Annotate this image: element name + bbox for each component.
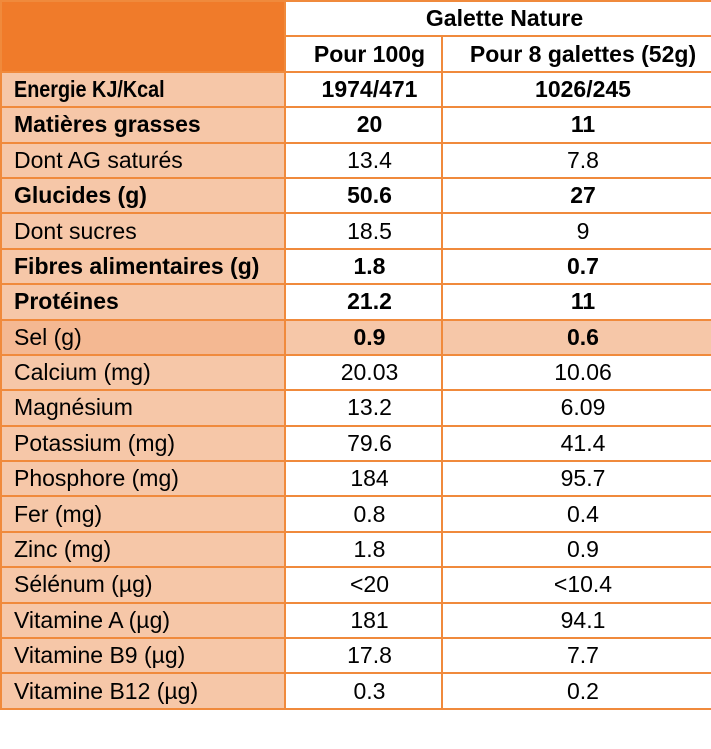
table-row-phosphore: Phosphore (mg) 184 95.7 bbox=[0, 460, 711, 498]
value-per-portion: 1026/245 bbox=[441, 70, 711, 109]
table-row-energie: Energie KJ/Kcal 1974/471 1026/245 bbox=[0, 70, 711, 109]
row-label: Sel (g) bbox=[0, 318, 286, 356]
value-per-100g: 20 bbox=[284, 106, 443, 144]
row-label: Magnésium bbox=[0, 389, 286, 427]
value-per-100g: 181 bbox=[284, 601, 443, 640]
value-per-100g: 17.8 bbox=[284, 637, 443, 675]
value-per-100g: 1.8 bbox=[284, 530, 443, 569]
column-header-per-portion: Pour 8 galettes (52g) bbox=[441, 35, 711, 73]
value-per-portion: 95.7 bbox=[441, 460, 711, 498]
value-per-portion: 0.2 bbox=[441, 672, 711, 710]
table-row-vitamine-b12: Vitamine B12 (µg) 0.3 0.2 bbox=[0, 672, 711, 710]
row-label: Vitamine A (µg) bbox=[0, 601, 286, 640]
table-row-vitamine-a: Vitamine A (µg) 181 94.1 bbox=[0, 601, 711, 640]
table-row-sel: Sel (g) 0.9 0.6 bbox=[0, 318, 711, 356]
row-label: Fer (mg) bbox=[0, 495, 286, 533]
value-per-100g: 13.2 bbox=[284, 389, 443, 427]
table-row-selenum: Sélénum (µg) <20 <10.4 bbox=[0, 566, 711, 604]
row-label: Dont sucres bbox=[0, 212, 286, 250]
value-per-portion: 94.1 bbox=[441, 601, 711, 640]
value-per-portion: <10.4 bbox=[441, 566, 711, 604]
table-row-magnesium: Magnésium 13.2 6.09 bbox=[0, 389, 711, 427]
table-row-sucres: Dont sucres 18.5 9 bbox=[0, 212, 711, 250]
value-per-100g: 50.6 bbox=[284, 176, 443, 215]
value-per-100g: 1974/471 bbox=[284, 70, 443, 109]
value-per-portion: 11 bbox=[441, 106, 711, 144]
value-per-portion: 0.6 bbox=[441, 318, 711, 356]
column-header-per-100g: Pour 100g bbox=[284, 35, 443, 73]
table-row-ag-satures: Dont AG saturés 13.4 7.8 bbox=[0, 141, 711, 179]
value-per-portion: 11 bbox=[441, 283, 711, 321]
value-per-100g: 0.8 bbox=[284, 495, 443, 533]
nutrition-table: Galette Nature Pour 100g Pour 8 galettes… bbox=[0, 0, 711, 710]
table-row-glucides: Glucides (g) 50.6 27 bbox=[0, 176, 711, 215]
value-per-100g: 0.9 bbox=[284, 318, 443, 356]
value-per-100g: 0.3 bbox=[284, 672, 443, 710]
table-row-zinc: Zinc (mg) 1.8 0.9 bbox=[0, 530, 711, 569]
value-per-100g: 21.2 bbox=[284, 283, 443, 321]
header-row-columns: Pour 100g Pour 8 galettes (52g) bbox=[1, 35, 711, 73]
value-per-portion: 41.4 bbox=[441, 424, 711, 463]
header-row-product: Galette Nature bbox=[0, 0, 711, 73]
row-label: Dont AG saturés bbox=[0, 141, 286, 179]
row-label: Energie KJ/Kcal bbox=[0, 70, 286, 109]
value-per-100g: 1.8 bbox=[284, 247, 443, 286]
value-per-portion: 0.7 bbox=[441, 247, 711, 286]
table-row-calcium: Calcium (mg) 20.03 10.06 bbox=[0, 353, 711, 392]
row-label: Vitamine B12 (µg) bbox=[0, 672, 286, 710]
value-per-portion: 9 bbox=[441, 212, 711, 250]
row-label: Calcium (mg) bbox=[0, 353, 286, 392]
row-label: Sélénum (µg) bbox=[0, 566, 286, 604]
table-row-potassium: Potassium (mg) 79.6 41.4 bbox=[0, 424, 711, 463]
table-row-fibres: Fibres alimentaires (g) 1.8 0.7 bbox=[0, 247, 711, 286]
table-row-fer: Fer (mg) 0.8 0.4 bbox=[0, 495, 711, 533]
value-per-portion: 6.09 bbox=[441, 389, 711, 427]
value-per-100g: <20 bbox=[284, 566, 443, 604]
row-label: Fibres alimentaires (g) bbox=[0, 247, 286, 286]
row-label: Protéines bbox=[0, 283, 286, 321]
value-per-portion: 7.7 bbox=[441, 637, 711, 675]
table-row-vitamine-b9: Vitamine B9 (µg) 17.8 7.7 bbox=[0, 637, 711, 675]
row-label: Vitamine B9 (µg) bbox=[0, 637, 286, 675]
value-per-portion: 0.9 bbox=[441, 530, 711, 569]
value-per-portion: 7.8 bbox=[441, 141, 711, 179]
row-label: Glucides (g) bbox=[0, 176, 286, 215]
value-per-100g: 18.5 bbox=[284, 212, 443, 250]
row-label: Zinc (mg) bbox=[0, 530, 286, 569]
table-row-matieres-grasses: Matières grasses 20 11 bbox=[0, 106, 711, 144]
value-per-portion: 27 bbox=[441, 176, 711, 215]
value-per-100g: 13.4 bbox=[284, 141, 443, 179]
value-per-100g: 79.6 bbox=[284, 424, 443, 463]
table-row-proteines: Protéines 21.2 11 bbox=[0, 283, 711, 321]
value-per-portion: 10.06 bbox=[441, 353, 711, 392]
value-per-portion: 0.4 bbox=[441, 495, 711, 533]
header-corner bbox=[0, 0, 286, 73]
product-name: Galette Nature bbox=[284, 0, 711, 38]
value-per-100g: 20.03 bbox=[284, 353, 443, 392]
row-label: Matières grasses bbox=[0, 106, 286, 144]
row-label: Potassium (mg) bbox=[0, 424, 286, 463]
value-per-100g: 184 bbox=[284, 460, 443, 498]
row-label: Phosphore (mg) bbox=[0, 460, 286, 498]
